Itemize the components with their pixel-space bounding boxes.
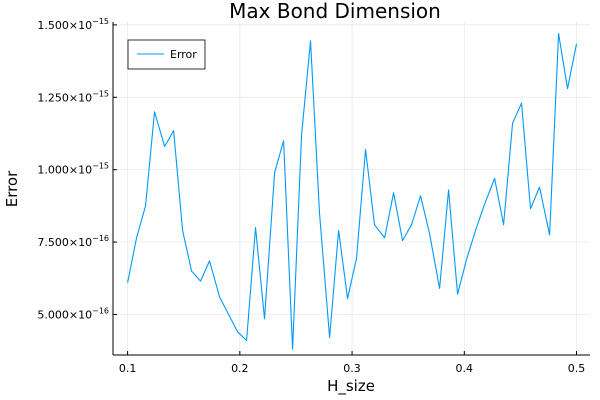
x-axis-label: H_size [327, 377, 375, 396]
y-tick-label: 1.250×10−15 [37, 89, 109, 104]
y-axis-label: Error [3, 170, 21, 207]
chart-title: Max Bond Dimension [229, 0, 441, 23]
x-tick-label: 0.5 [568, 362, 586, 375]
x-tick-label: 0.3 [343, 362, 361, 375]
legend-entry-error: Error [170, 48, 197, 61]
grid [113, 22, 590, 355]
y-tick-label: 5.000×10−16 [37, 306, 109, 321]
y-ticks: 5.000×10−16 7.500×10−16 1.000×10−15 1.250×1… [37, 17, 117, 321]
x-tick-label: 0.4 [456, 362, 474, 375]
series-layer [127, 33, 578, 350]
y-tick-label: 1.500×10−15 [37, 17, 109, 32]
legend: Error [127, 39, 206, 70]
series-line-error [127, 33, 578, 350]
x-tick-label: 0.1 [119, 362, 137, 375]
y-tick-label: 7.500×10−16 [37, 234, 109, 249]
x-ticks: 0.1 0.2 0.3 0.4 0.5 [119, 351, 585, 375]
axes [112, 22, 590, 356]
y-tick-label: 1.000×10−15 [37, 162, 109, 177]
x-tick-label: 0.2 [231, 362, 249, 375]
